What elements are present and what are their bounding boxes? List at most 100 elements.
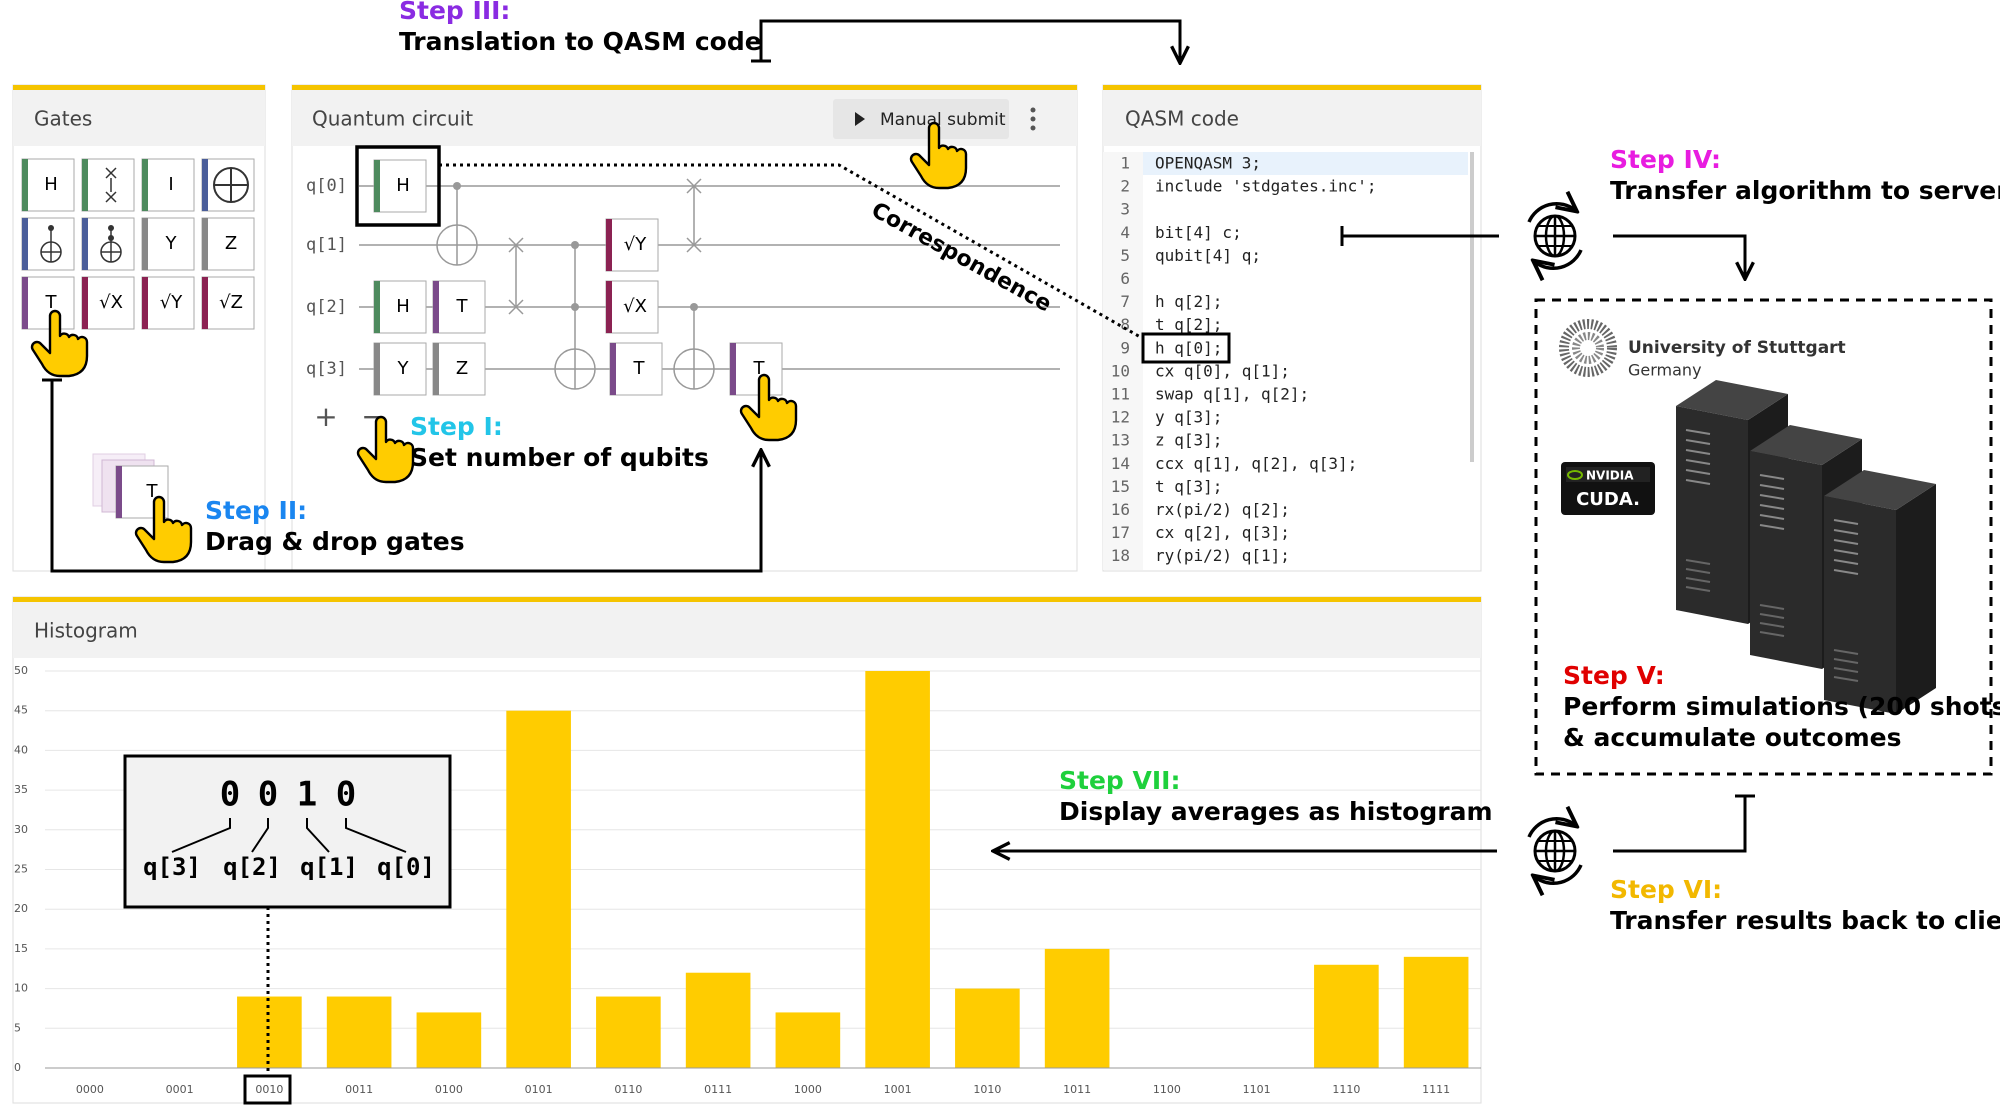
gate-bar [202, 277, 208, 329]
code-line: y q[3]; [1155, 408, 1222, 427]
globe-icon [1527, 204, 1583, 269]
y-tick-label: 10 [14, 982, 28, 995]
y-tick-label: 25 [14, 863, 28, 876]
bit: 0 [258, 775, 278, 815]
step-text: Transfer algorithm to server [1610, 176, 2000, 205]
x-tick-label: 1001 [884, 1083, 912, 1096]
swap [105, 167, 117, 203]
bar [506, 710, 571, 1068]
gate [21, 276, 75, 330]
gate-bar [22, 277, 28, 329]
rack-slot [1685, 577, 1711, 583]
rack-front [1750, 451, 1822, 669]
gate [81, 158, 135, 212]
panel-title: QASM code [1125, 107, 1239, 131]
qubit: q[2] [223, 853, 281, 881]
target [214, 168, 248, 202]
gate [81, 276, 135, 330]
control [571, 241, 579, 249]
bar [955, 988, 1020, 1068]
add-qubit[interactable]: + [314, 400, 337, 433]
code-line: z q[3]; [1155, 431, 1222, 450]
control [108, 235, 114, 241]
line-number: 16 [1111, 500, 1130, 519]
submit-button[interactable] [833, 99, 1009, 139]
y-tick-label: 15 [14, 942, 28, 955]
x-tick-label: 0100 [435, 1083, 463, 1096]
code-line: h q[0]; [1155, 338, 1222, 357]
y-tick-label: 5 [14, 1021, 21, 1034]
rack-slot [1759, 474, 1785, 480]
gate-label: Y [165, 233, 178, 254]
qubit-label: q[2] [306, 297, 347, 317]
step-text: Set number of qubits [410, 443, 709, 472]
gate-label: Z [225, 233, 237, 254]
x-tick-label: 0011 [345, 1083, 373, 1096]
gate [729, 342, 783, 396]
step-label: Step II: [205, 496, 307, 525]
nvidia: NVIDIA [1586, 469, 1634, 483]
step-text: & accumulate outcomes [1563, 723, 1902, 752]
bit-link [171, 818, 231, 853]
target [674, 349, 714, 389]
qubit-label: q[1] [306, 235, 347, 255]
bar [865, 671, 930, 1068]
rack-slot [1685, 439, 1711, 445]
step-label: Step IV: [1610, 145, 1721, 174]
line-number: 7 [1120, 292, 1130, 311]
gate [141, 276, 195, 330]
button-label[interactable]: Manual submit [880, 110, 1006, 130]
code-line: cx q[2], q[3]; [1155, 523, 1290, 542]
step-label: Step VI: [1610, 875, 1722, 904]
gate-palette: H I Y Z T √X √Y √Z [21, 158, 255, 330]
highlight [355, 145, 441, 227]
gate-label: H [396, 296, 410, 317]
gate-bar [374, 160, 380, 212]
panel-title: Gates [34, 107, 92, 131]
gate-bar [142, 218, 148, 270]
gate-label: T [633, 358, 646, 379]
qubit-label: q[3] [306, 359, 347, 379]
arrows [42, 19, 1755, 851]
gate-bar [374, 281, 380, 333]
line-number: 2 [1120, 177, 1130, 196]
gate [432, 342, 486, 396]
rack-slot [1759, 613, 1785, 619]
step-label: Step VII: [1059, 766, 1180, 795]
rack-slot [1685, 469, 1711, 475]
code-line: qubit[4] q; [1155, 246, 1261, 265]
x-tick-label: 1011 [1063, 1083, 1091, 1096]
step-text: Transfer results back to client [1610, 906, 2000, 935]
swap [508, 299, 524, 315]
step-text: Display averages as histogram [1059, 797, 1493, 826]
gate-label: Z [456, 358, 468, 379]
rack-slot [1833, 519, 1859, 525]
bar [1403, 956, 1469, 1068]
x-tick-label: 0010 [255, 1083, 283, 1096]
step-text: Perform simulations (200 shots) [1563, 692, 2000, 721]
gate [201, 217, 255, 271]
line-number: 9 [1120, 338, 1130, 357]
y-tick-label: 50 [14, 664, 28, 677]
qasm-panel: QASM code [1102, 84, 1482, 572]
x-tick-label: 1010 [973, 1083, 1001, 1096]
rack-slot [1833, 559, 1859, 565]
rack-front [1824, 496, 1896, 714]
bit: 1 [297, 775, 317, 815]
rack-slot [1685, 479, 1711, 485]
step-label: Step I: [410, 412, 503, 441]
gate-label: √X [99, 292, 123, 313]
code-line: t q[2]; [1155, 315, 1222, 334]
code-line: ry(pi/2) q[1]; [1155, 546, 1290, 565]
qubit: q[1] [300, 853, 358, 881]
qubit: q[3] [143, 853, 201, 881]
x-tick-label: 1000 [794, 1083, 822, 1096]
code-line: swap q[1], q[2]; [1155, 385, 1309, 404]
gate-bar [142, 277, 148, 329]
x-tick-label: 0111 [704, 1083, 732, 1096]
x-tick-label: 0001 [166, 1083, 194, 1096]
rack-top [1824, 470, 1936, 510]
control [453, 182, 461, 190]
panel-title: Quantum circuit [312, 107, 473, 131]
code-line: h q[2]; [1155, 292, 1222, 311]
